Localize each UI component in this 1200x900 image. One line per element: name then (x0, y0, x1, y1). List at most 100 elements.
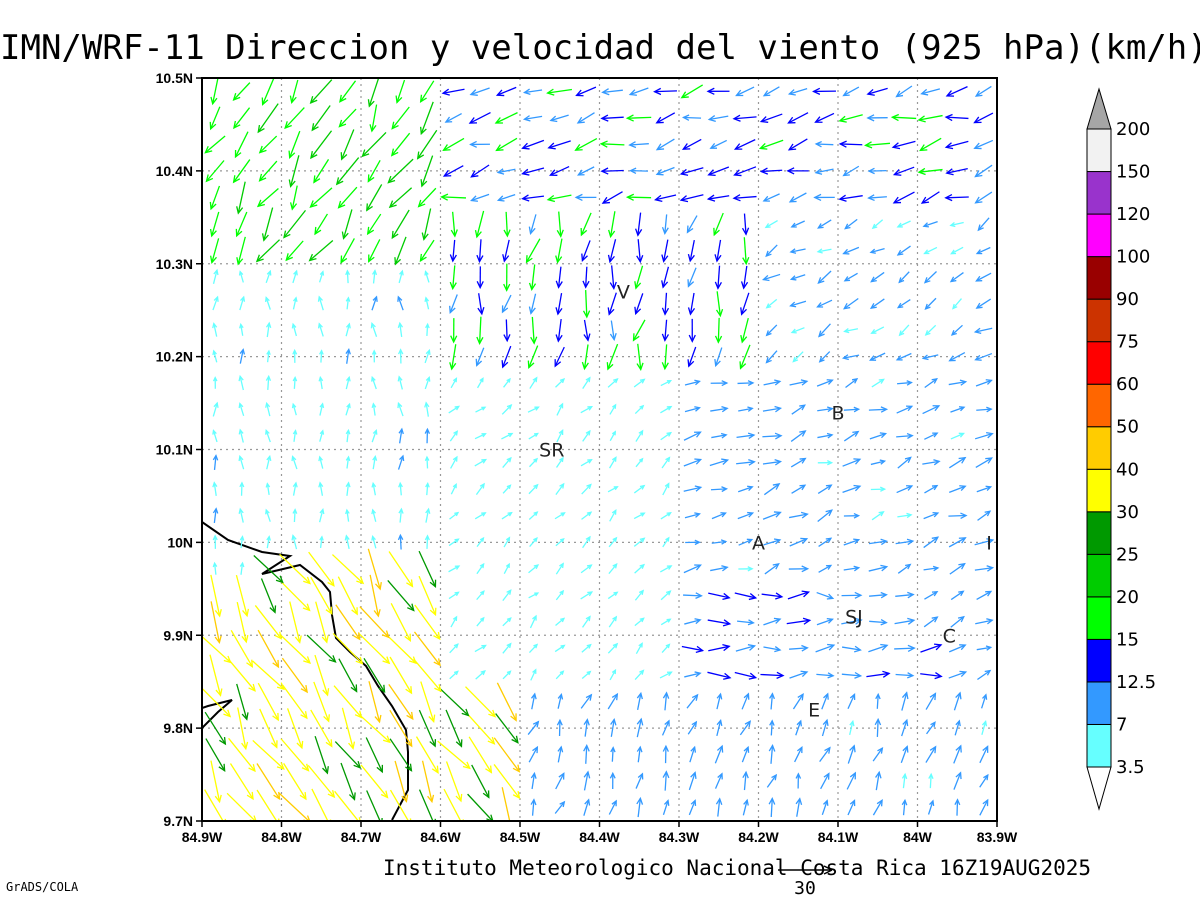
wind-arrow (896, 432, 914, 440)
city-label: SJ (845, 607, 863, 629)
wind-arrow (280, 738, 310, 772)
wind-arrow (762, 86, 780, 97)
wind-arrow (735, 644, 757, 652)
wind-arrow (715, 797, 723, 817)
wind-arrow (528, 432, 539, 440)
wind-arrow (528, 264, 537, 292)
wind-arrow (974, 164, 993, 178)
wind-arrow (738, 538, 754, 546)
wind-arrow (838, 194, 863, 202)
wind-arrow (232, 82, 251, 102)
wind-arrow (842, 86, 860, 97)
wind-arrow (841, 354, 860, 361)
wind-arrow (292, 348, 298, 363)
wind-arrow (394, 760, 409, 803)
wind-arrow (239, 348, 246, 364)
wind-arrow (866, 670, 891, 678)
wind-arrow (546, 88, 573, 96)
wind-arrow (661, 214, 669, 235)
wind-arrow (424, 296, 430, 310)
wind-arrow (522, 115, 543, 122)
wind-arrow (732, 114, 757, 122)
wind-arrow (444, 112, 462, 123)
wind-arrow (923, 565, 940, 572)
wind-arrow (264, 296, 271, 310)
colorbar-label: 75 (1116, 332, 1139, 353)
wind-arrow (607, 642, 619, 654)
coastline-main (202, 521, 409, 821)
wind-arrow (976, 485, 993, 493)
wind-arrow (789, 644, 809, 652)
wind-arrow (257, 103, 279, 134)
wind-arrow (760, 671, 785, 679)
wind-arrow (948, 512, 968, 519)
wind-arrow (841, 591, 863, 599)
wind-arrow (503, 211, 511, 238)
wind-arrow (714, 347, 723, 368)
wind-arrow (398, 507, 404, 523)
wind-arrow (636, 239, 644, 264)
wind-arrow (261, 207, 274, 242)
wind-arrow (284, 107, 305, 130)
wind-arrow (660, 405, 673, 414)
wind-arrow (385, 633, 417, 665)
wind-arrow (927, 799, 935, 815)
wind-arrow (283, 763, 307, 801)
wind-arrow (867, 167, 887, 175)
wind-arrow (926, 721, 936, 735)
wind-arrow (635, 429, 644, 442)
wind-arrow (449, 239, 457, 263)
x-tick-label: 84.9W (182, 829, 223, 845)
wind-arrow (501, 432, 514, 440)
wind-arrow (737, 511, 755, 520)
wind-arrow (338, 108, 357, 128)
wind-arrow (795, 719, 802, 736)
wind-arrow (843, 406, 861, 413)
wind-arrow (425, 322, 430, 336)
software-credit: GrADS/COLA (6, 880, 79, 894)
wind-arrow (842, 246, 860, 255)
wind-arrow (279, 553, 311, 585)
wind-arrow (468, 736, 493, 774)
wind-arrow (950, 246, 964, 255)
wind-arrow (761, 592, 784, 600)
wind-arrow (976, 406, 993, 413)
wind-arrow (950, 615, 965, 628)
wind-arrow (371, 375, 377, 390)
wind-arrow (580, 405, 594, 414)
wind-arrow (791, 484, 807, 494)
wind-arrow (872, 799, 883, 816)
wind-arrow (337, 576, 358, 616)
wind-arrow (661, 292, 670, 316)
wind-arrow (387, 579, 415, 612)
wind-arrow (465, 712, 496, 745)
wind-arrow (892, 166, 915, 176)
wind-arrow (580, 591, 594, 600)
wind-arrow (450, 377, 458, 389)
wind-arrow (924, 591, 939, 600)
wind-arrow (476, 590, 485, 601)
wind-arrow (600, 114, 624, 122)
wind-arrow (923, 512, 940, 520)
wind-arrow (238, 507, 244, 523)
wind-arrow (358, 713, 391, 744)
wind-arrow (260, 578, 277, 614)
wind-arrow (792, 351, 804, 363)
wind-arrow (736, 459, 756, 466)
wind-arrow (367, 548, 382, 591)
wind-arrow (530, 668, 537, 681)
wind-arrow (759, 167, 783, 175)
colorbar-label: 100 (1116, 247, 1150, 268)
wind-arrow (555, 562, 564, 575)
wind-arrow (238, 454, 245, 470)
wind-arrow (522, 88, 543, 96)
wind-arrow (739, 720, 752, 736)
wind-arrow (898, 271, 910, 284)
wind-arrow (261, 78, 275, 106)
wind-arrow (389, 656, 413, 695)
wind-arrow (236, 601, 249, 644)
wind-arrow (764, 562, 780, 575)
wind-arrow (212, 295, 219, 311)
coastline (202, 521, 409, 821)
wind-arrow (252, 660, 285, 691)
